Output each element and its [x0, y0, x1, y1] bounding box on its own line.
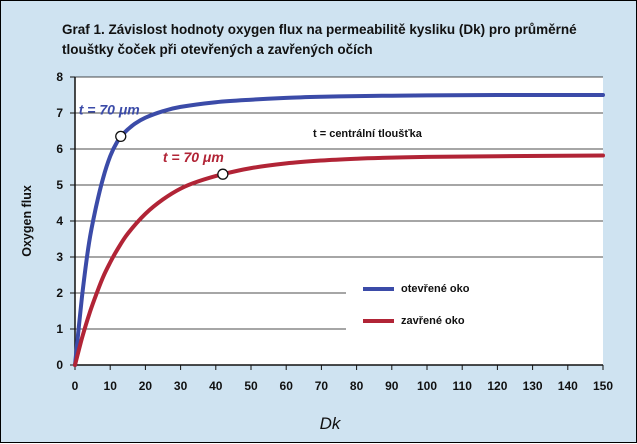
y-tick-label-6: 6 [56, 142, 63, 156]
x-tick-label-130: 130 [523, 379, 543, 393]
gridlines [75, 76, 603, 330]
y-tick-label-0: 0 [56, 358, 63, 372]
thickness-note: t = centrální tloušťka [313, 128, 423, 140]
x-axis-label: Dk [320, 414, 342, 433]
x-axis-ticks: 0 10 20 30 40 50 60 70 80 90 100 110 120 130 140 150 [72, 365, 613, 393]
y-tick-label-1: 1 [56, 322, 63, 336]
y-tick-label-2: 2 [56, 286, 63, 300]
marker-point-open [115, 130, 127, 143]
series-line-closed [73, 153, 605, 367]
x-tick-label-90: 90 [385, 379, 399, 393]
legend-label-open: otevřené oko [401, 283, 470, 295]
y-tick-label-4: 4 [56, 214, 63, 228]
chart-title-line2: tlouštky čoček při otevřených a zavřenýc… [62, 42, 373, 57]
y-tick-label-5: 5 [56, 178, 63, 192]
x-tick-label-120: 120 [487, 379, 507, 393]
x-tick-label-100: 100 [417, 379, 437, 393]
x-tick-label-40: 40 [209, 379, 223, 393]
x-tick-label-30: 30 [174, 379, 188, 393]
y-tick-label-7: 7 [56, 106, 63, 120]
x-tick-label-60: 60 [280, 379, 294, 393]
x-tick-label-150: 150 [593, 379, 613, 393]
x-tick-label-10: 10 [104, 379, 118, 393]
annotation-label-open: t = 70 μm [79, 101, 140, 117]
legend: otevřené oko zavřené oko [363, 283, 470, 327]
annotation-label-closed: t = 70 μm [163, 149, 224, 165]
marker-point-closed [217, 168, 229, 180]
series-line-open [73, 92, 605, 367]
legend-label-closed: zavřené oko [401, 315, 465, 327]
y-axis-ticks: 0 1 2 3 4 5 6 7 8 [56, 70, 75, 372]
x-tick-label-70: 70 [315, 379, 329, 393]
x-tick-label-140: 140 [558, 379, 578, 393]
y-tick-label-8: 8 [56, 70, 63, 84]
chart-title-line1: Graf 1. Závislost hodnoty oxygen flux na… [62, 22, 577, 37]
x-tick-label-50: 50 [244, 379, 258, 393]
y-tick-label-3: 3 [56, 250, 63, 264]
series-lines [73, 92, 605, 367]
x-tick-label-0: 0 [72, 379, 79, 393]
x-tick-label-110: 110 [453, 379, 473, 393]
annotations: t = 70 μm t = 70 μm [79, 101, 229, 180]
x-tick-label-80: 80 [350, 379, 364, 393]
y-axis-label: Oxygen flux [20, 185, 34, 257]
x-tick-label-20: 20 [139, 379, 153, 393]
